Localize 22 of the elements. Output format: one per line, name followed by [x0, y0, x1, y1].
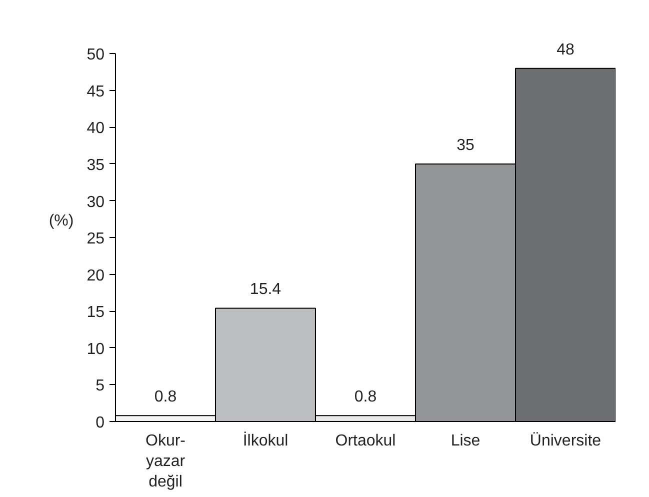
y-tick-label: 25 — [86, 230, 105, 248]
data-label: 15.4 — [250, 281, 282, 298]
x-tick-label: İlkokul — [242, 432, 288, 450]
data-label: 0.8 — [354, 388, 377, 406]
y-tick-label: 50 — [86, 46, 105, 64]
y-tick-label: 10 — [86, 340, 105, 358]
data-label: 0.8 — [154, 388, 177, 406]
x-tick-label: Üniversite — [530, 432, 602, 450]
data-label: 35 — [456, 136, 474, 154]
x-tick-label: Lise — [450, 432, 480, 450]
data-label: 48 — [556, 41, 574, 58]
y-tick-label: 5 — [96, 378, 105, 395]
y-tick-label: 20 — [86, 267, 105, 284]
x-tick-label: Ortaokul — [335, 432, 396, 450]
y-tick-label: 45 — [86, 83, 105, 100]
y-tick-label: 15 — [86, 304, 105, 322]
y-tick-label: 30 — [86, 194, 105, 211]
y-tick-label: 35 — [86, 156, 105, 174]
y-tick-label: 0 — [96, 414, 105, 432]
y-tick-label: 40 — [86, 120, 105, 138]
y-axis-title: (%) — [48, 212, 74, 230]
x-tick-label: Okur- yazar değil — [146, 432, 186, 490]
